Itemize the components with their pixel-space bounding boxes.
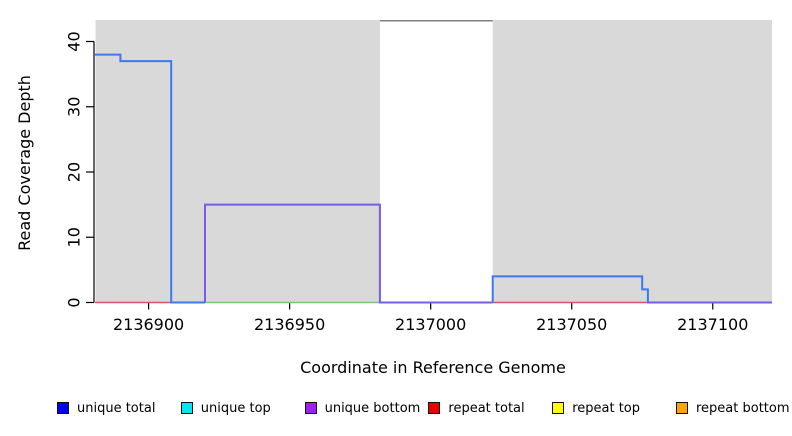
legend-swatch-icon — [57, 402, 69, 414]
x-tick-label: 2136950 — [254, 315, 325, 334]
legend-swatch-icon — [676, 402, 688, 414]
legend-swatch-icon — [304, 402, 317, 414]
y-axis-title: Read Coverage Depth — [15, 75, 34, 251]
legend-item-unique-top: unique top — [180, 397, 271, 419]
legend-item-repeat-total: repeat total — [428, 397, 525, 419]
legend-label: unique bottom — [324, 400, 421, 416]
y-tick-label: 20 — [65, 162, 84, 182]
legend-item-unique-total: unique total — [57, 397, 155, 419]
legend: unique total unique top unique bottom repea… — [0, 397, 792, 419]
x-tick-label: 2137050 — [536, 315, 607, 334]
x-axis-title: Coordinate in Reference Genome — [300, 358, 566, 377]
series-unique-bottom-box — [204, 203, 493, 304]
legend-label: repeat bottom — [696, 400, 790, 416]
data-series — [95, 53, 772, 304]
y-tick-label: 30 — [65, 97, 84, 117]
series-unique-total-left-steps — [95, 53, 205, 304]
y-tick-label: 0 — [65, 297, 84, 307]
x-tick-label: 2137100 — [677, 315, 748, 334]
y-tick-label: 40 — [65, 31, 84, 51]
y-tick-label: 10 — [65, 227, 84, 247]
legend-label: repeat total — [448, 400, 525, 416]
x-tick-label: 2137000 — [395, 315, 466, 334]
x-tick-label: 2136900 — [113, 315, 184, 334]
legend-label: repeat top — [572, 400, 640, 416]
legend-swatch-icon — [552, 402, 565, 414]
legend-label: unique total — [77, 400, 156, 416]
legend-swatch-icon — [180, 402, 193, 414]
highlight-band — [379, 20, 493, 303]
legend-label: unique top — [200, 400, 271, 416]
axes: 0 10 20 30 40 2136900 2136950 2137000 2137050 213… — [65, 31, 749, 334]
legend-swatch-icon — [428, 402, 441, 414]
plot-background — [95, 20, 772, 303]
legend-item-repeat-top: repeat top — [552, 397, 640, 419]
legend-item-repeat-bottom: repeat bottom — [676, 397, 790, 419]
legend-item-unique-bottom: unique bottom — [304, 397, 421, 419]
